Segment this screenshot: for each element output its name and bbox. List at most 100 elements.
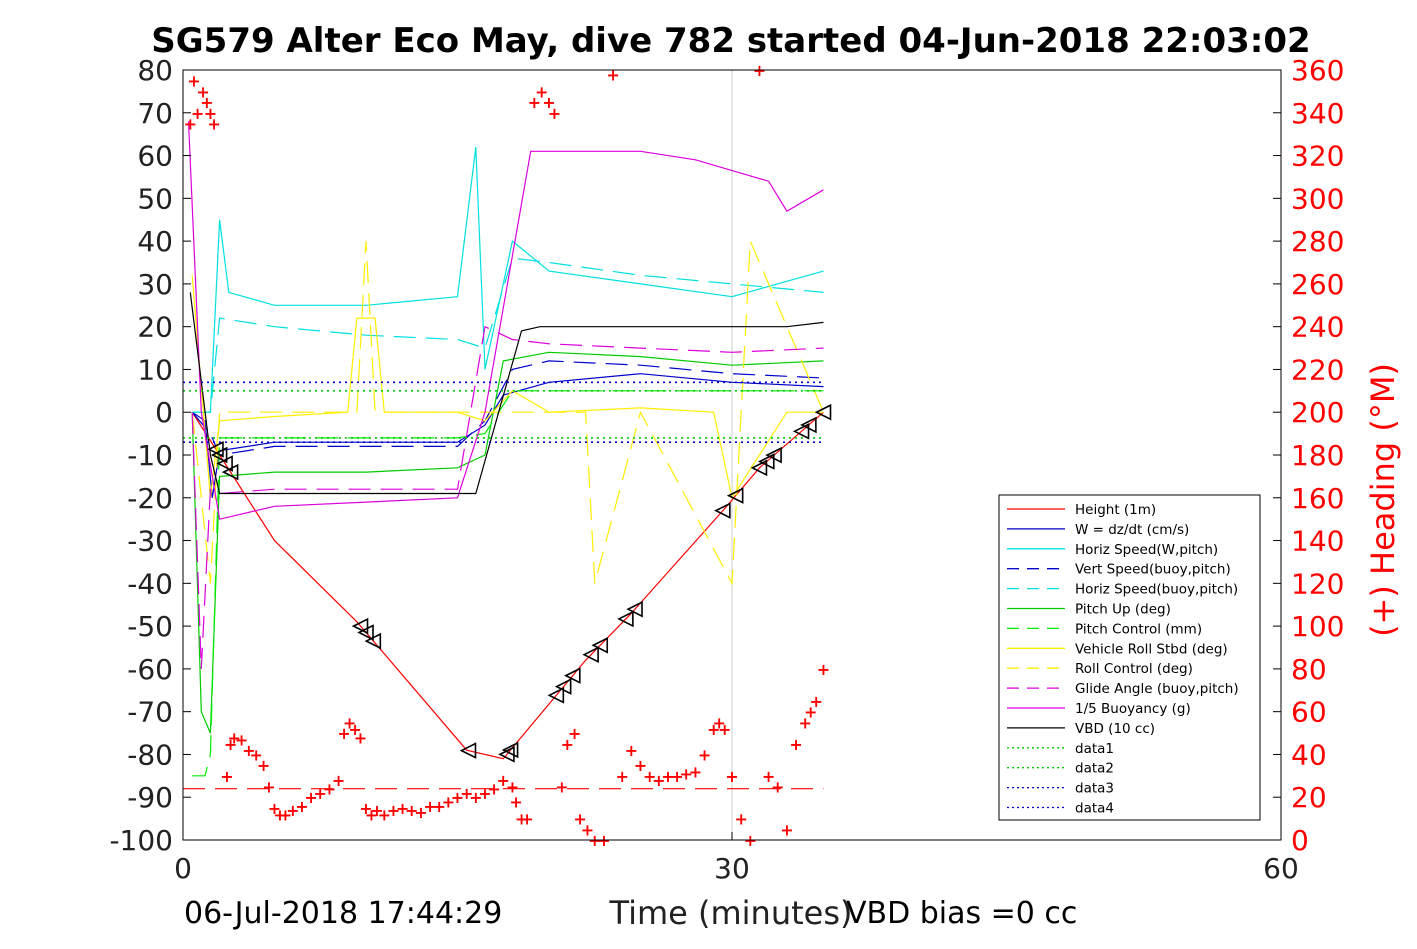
heading-point: + [460, 784, 473, 803]
heading-point: + [295, 797, 308, 816]
legend-label: Pitch Control (mm) [1075, 621, 1202, 637]
heading-point: + [707, 720, 720, 739]
y2-tick-label: 60 [1291, 696, 1327, 729]
y2-tick-label: 360 [1291, 54, 1344, 87]
heading-point: + [191, 104, 204, 123]
legend-label: Height (1m) [1075, 502, 1156, 518]
heading-point: + [451, 788, 464, 807]
legend-label: Vert Speed(buoy,pitch) [1075, 562, 1231, 578]
chart-title: SG579 Alter Eco May, dive 782 started 04… [151, 21, 1310, 61]
heading-point: + [573, 810, 586, 829]
heading-point: + [370, 801, 383, 820]
heading-point: + [348, 720, 361, 739]
triangle-marker [750, 459, 768, 477]
heading-point: + [184, 114, 197, 133]
y2-tick-label: 160 [1291, 482, 1344, 515]
heading-point: + [506, 778, 519, 797]
y2-tick-label: 40 [1291, 738, 1327, 771]
heading-point: + [561, 735, 574, 754]
y-tick-label: -50 [127, 610, 173, 643]
heading-point: + [634, 756, 647, 775]
y2-tick-label: 340 [1291, 97, 1344, 130]
triangle-marker [714, 502, 731, 519]
heading-point: + [314, 784, 327, 803]
y2-tick-label: 0 [1291, 824, 1309, 857]
heading-point: + [548, 104, 561, 123]
triangle-marker [547, 687, 565, 704]
legend-label: Horiz Speed(W,pitch) [1075, 542, 1218, 558]
heading-point: + [442, 793, 455, 812]
y2-tick-label: 320 [1291, 140, 1344, 173]
heading-point: + [207, 114, 220, 133]
heading-point: + [354, 728, 367, 747]
heading-point: + [405, 801, 418, 820]
triangle-marker [792, 422, 810, 440]
heading-point: + [478, 784, 491, 803]
heading-point: + [535, 82, 548, 101]
y2-axis-label: (+) Heading (°M) [1364, 363, 1402, 637]
heading-point: + [661, 767, 674, 786]
x-axis-label: Time (minutes) [609, 894, 853, 932]
axis-layer: 80706050403020100-10-20-30-40-50-60-70-8… [109, 54, 1344, 885]
x-tick-label: 60 [1263, 852, 1299, 885]
heading-point: + [568, 724, 581, 743]
plot-layer: ++++++++++++++++++++++++++++++++++++++++… [183, 61, 832, 850]
legend-label: data3 [1075, 781, 1114, 797]
heading-point: + [200, 93, 213, 112]
y-tick-label: 60 [137, 140, 173, 173]
heading-point: + [606, 65, 619, 84]
heading-point: + [249, 745, 262, 764]
triangle-marker [210, 446, 228, 464]
legend-label: Glide Angle (buoy,pitch) [1075, 681, 1239, 697]
triangle-marker [351, 617, 369, 635]
y-tick-label: -20 [127, 482, 173, 515]
legend-label: 1/5 Buoyancy (g) [1075, 701, 1191, 717]
y2-tick-label: 120 [1291, 567, 1344, 600]
series-line-glide-angle-buoy-pitch- [191, 325, 824, 669]
series-line-pitch-up-deg- [191, 351, 824, 734]
heading-point: + [304, 788, 317, 807]
heading-point: + [343, 713, 356, 732]
series-line-vbd-10-cc- [189, 292, 824, 495]
y-tick-label: 20 [137, 311, 173, 344]
heading-point: + [615, 767, 628, 786]
series-line-1-5-buoyancy-g- [187, 121, 824, 520]
heading-point: + [262, 778, 275, 797]
triangle-marker [814, 403, 832, 421]
heading-point: + [273, 805, 286, 824]
heading-point: + [762, 767, 775, 786]
y-tick-label: 10 [137, 353, 173, 386]
y2-tick-label: 260 [1291, 268, 1344, 301]
heading-point: + [520, 810, 533, 829]
heading-point: + [204, 104, 217, 123]
heading-point: + [279, 805, 292, 824]
y-tick-label: 0 [155, 396, 173, 429]
y-tick-label: -80 [127, 738, 173, 771]
triangle-marker [626, 600, 643, 618]
start-time-label: 06-Jul-2018 17:44:29 [184, 896, 503, 931]
heading-point: + [323, 780, 336, 799]
heading-point: + [528, 93, 541, 112]
heading-point: + [771, 778, 784, 797]
heading-point: + [689, 763, 702, 782]
y2-tick-label: 100 [1291, 610, 1344, 643]
heading-point: + [718, 720, 731, 739]
y2-tick-label: 280 [1291, 225, 1344, 258]
heading-point: + [268, 799, 281, 818]
y2-tick-label: 180 [1291, 439, 1344, 472]
heading-point: + [643, 767, 656, 786]
heading-point: + [235, 730, 248, 749]
heading-point: + [804, 703, 817, 722]
y2-tick-label: 220 [1291, 353, 1344, 386]
heading-point: + [555, 778, 568, 797]
y2-tick-label: 80 [1291, 653, 1327, 686]
x-tick-label: 30 [714, 852, 750, 885]
heading-point: + [515, 810, 528, 829]
y-tick-label: -90 [127, 781, 173, 814]
y-tick-label: 50 [137, 182, 173, 215]
heading-point: + [497, 771, 510, 790]
heading-point: + [286, 801, 299, 820]
heading-point: + [712, 713, 725, 732]
heading-point: + [670, 767, 683, 786]
